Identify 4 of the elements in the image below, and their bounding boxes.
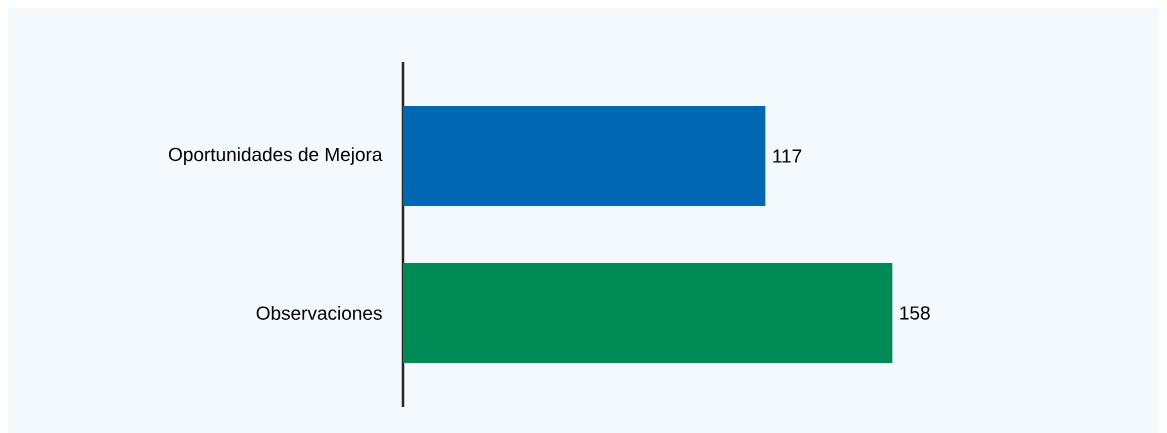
y-tick-label: Oportunidades de Mejora xyxy=(168,147,383,165)
data-label: 158 xyxy=(900,306,930,320)
data-label: 117 xyxy=(773,149,802,163)
y-tick-label: Observaciones xyxy=(256,305,382,320)
